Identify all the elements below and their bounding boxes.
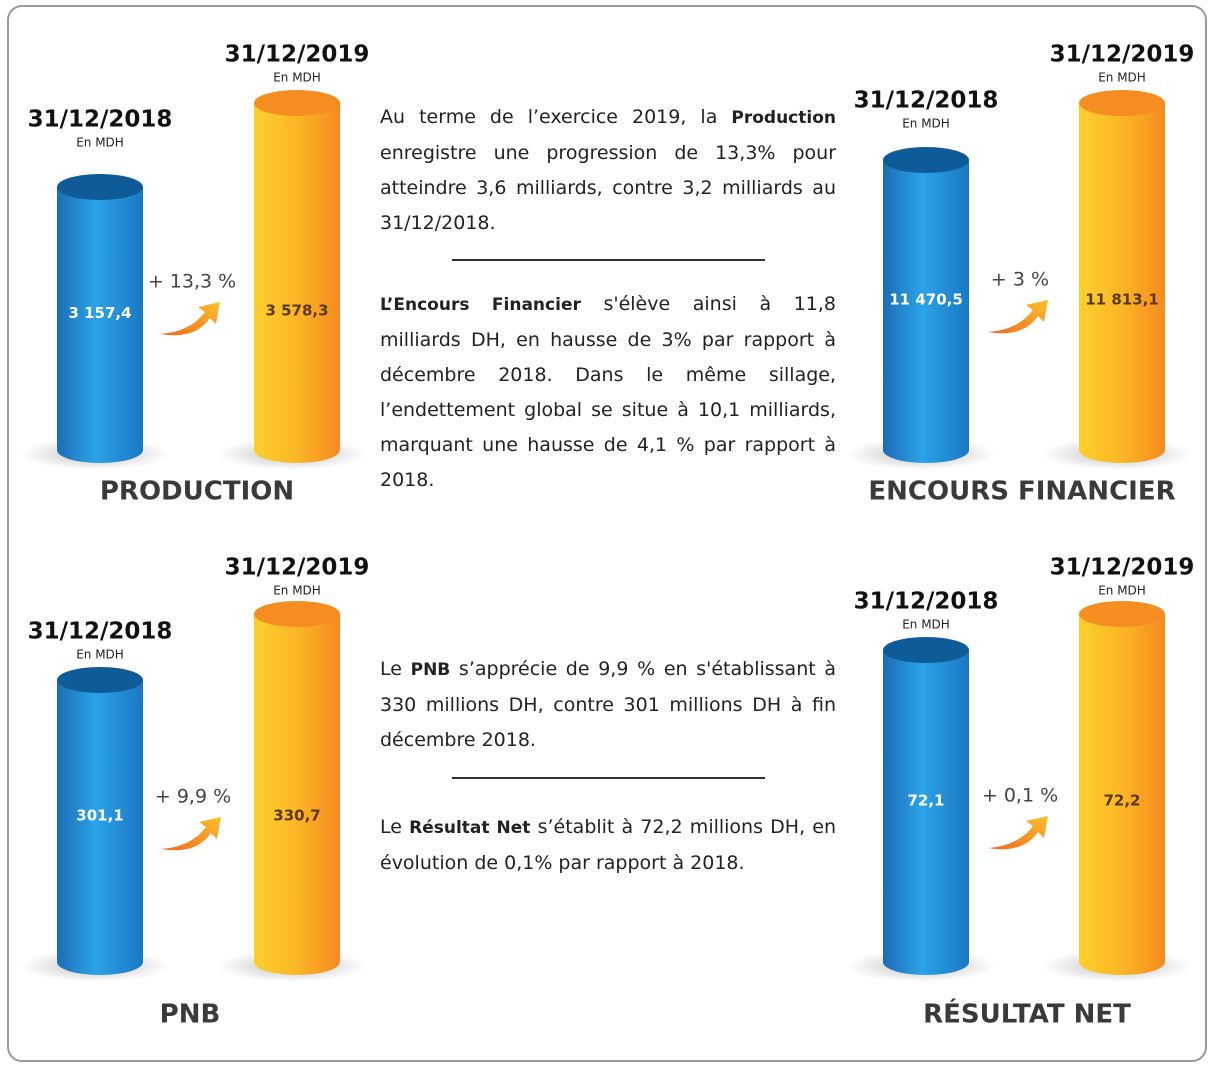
arrow	[160, 302, 220, 335]
paragraph: Au terme de l’exercice 2019, la Producti…	[380, 100, 836, 241]
cylinder-top	[57, 174, 143, 200]
cylinder	[883, 160, 969, 463]
date-label: 31/12/2019	[1050, 555, 1195, 581]
value-label: 301,1	[76, 807, 123, 825]
text: s'élève ainsi à 11,8 milliards DH, en ha…	[380, 293, 836, 491]
unit-label: En MDH	[902, 618, 950, 632]
cylinder	[57, 187, 143, 463]
date-label: 31/12/2019	[225, 42, 370, 68]
paragraph: L’Encours Financier s'élève ainsi à 11,8…	[380, 287, 836, 498]
text: Le	[380, 816, 409, 838]
value-label: 3 157,4	[68, 304, 131, 322]
unit-label: En MDH	[1098, 71, 1146, 85]
value-label: 72,1	[907, 792, 944, 810]
paragraph: Le Résultat Net s’établit à 72,2 million…	[380, 810, 836, 881]
panel-title: ENCOURS FINANCIER	[868, 477, 1175, 507]
cylinder	[57, 680, 143, 975]
date-label: 31/12/2018	[854, 589, 999, 615]
text: Au terme de l’exercice 2019, la	[380, 106, 731, 128]
cylinder-top	[254, 601, 340, 627]
value-label: 330,7	[273, 807, 320, 825]
date-label: 31/12/2018	[854, 88, 999, 114]
infographic: 31/12/2018 En MDH 3 157,4 31/12/2019 En MDH 3…	[0, 0, 1214, 1067]
bold-text: Résultat Net	[409, 818, 530, 838]
change-label: + 13,3 %	[148, 271, 236, 293]
change-label: + 0,1 %	[982, 785, 1058, 807]
panel-title: PRODUCTION	[100, 477, 294, 507]
cylinder-top	[883, 637, 969, 663]
arrow	[988, 300, 1048, 333]
bold-text: PNB	[411, 660, 451, 680]
text: Le	[380, 658, 411, 680]
value-label: 72,2	[1103, 792, 1140, 810]
value-label: 11 470,5	[889, 291, 963, 309]
unit-label: En MDH	[273, 71, 321, 85]
unit-label: En MDH	[1098, 584, 1146, 598]
cylinder-top	[254, 90, 340, 116]
change-label: + 3 %	[991, 269, 1049, 291]
change-label: + 9,9 %	[155, 786, 231, 808]
arrow	[161, 817, 221, 850]
bold-text: Production	[731, 108, 836, 128]
value-label: 11 813,1	[1085, 291, 1159, 309]
date-label: 31/12/2019	[1050, 42, 1195, 68]
unit-label: En MDH	[76, 648, 124, 662]
cylinder-top	[883, 147, 969, 173]
bold-text: L’Encours Financier	[380, 295, 581, 315]
arrow	[988, 816, 1048, 849]
unit-label: En MDH	[76, 136, 124, 150]
cylinder	[883, 650, 969, 975]
cylinder-top	[1079, 601, 1165, 627]
panel-title: PNB	[160, 1000, 221, 1030]
cylinder-top	[1079, 90, 1165, 116]
paragraph: Le PNB s’apprécie de 9,9 % en s'établiss…	[380, 652, 836, 758]
cylinder	[1079, 103, 1165, 463]
unit-label: En MDH	[273, 584, 321, 598]
date-label: 31/12/2019	[225, 555, 370, 581]
date-label: 31/12/2018	[28, 619, 173, 645]
text: enregistre une progression de 13,3% pour…	[380, 142, 836, 234]
cylinder-top	[57, 667, 143, 693]
value-label: 3 578,3	[265, 302, 328, 320]
panel-title: RÉSULTAT NET	[923, 998, 1131, 1030]
date-label: 31/12/2018	[28, 107, 173, 133]
unit-label: En MDH	[902, 117, 950, 131]
cylinder	[254, 103, 340, 463]
cylinder	[254, 614, 340, 975]
